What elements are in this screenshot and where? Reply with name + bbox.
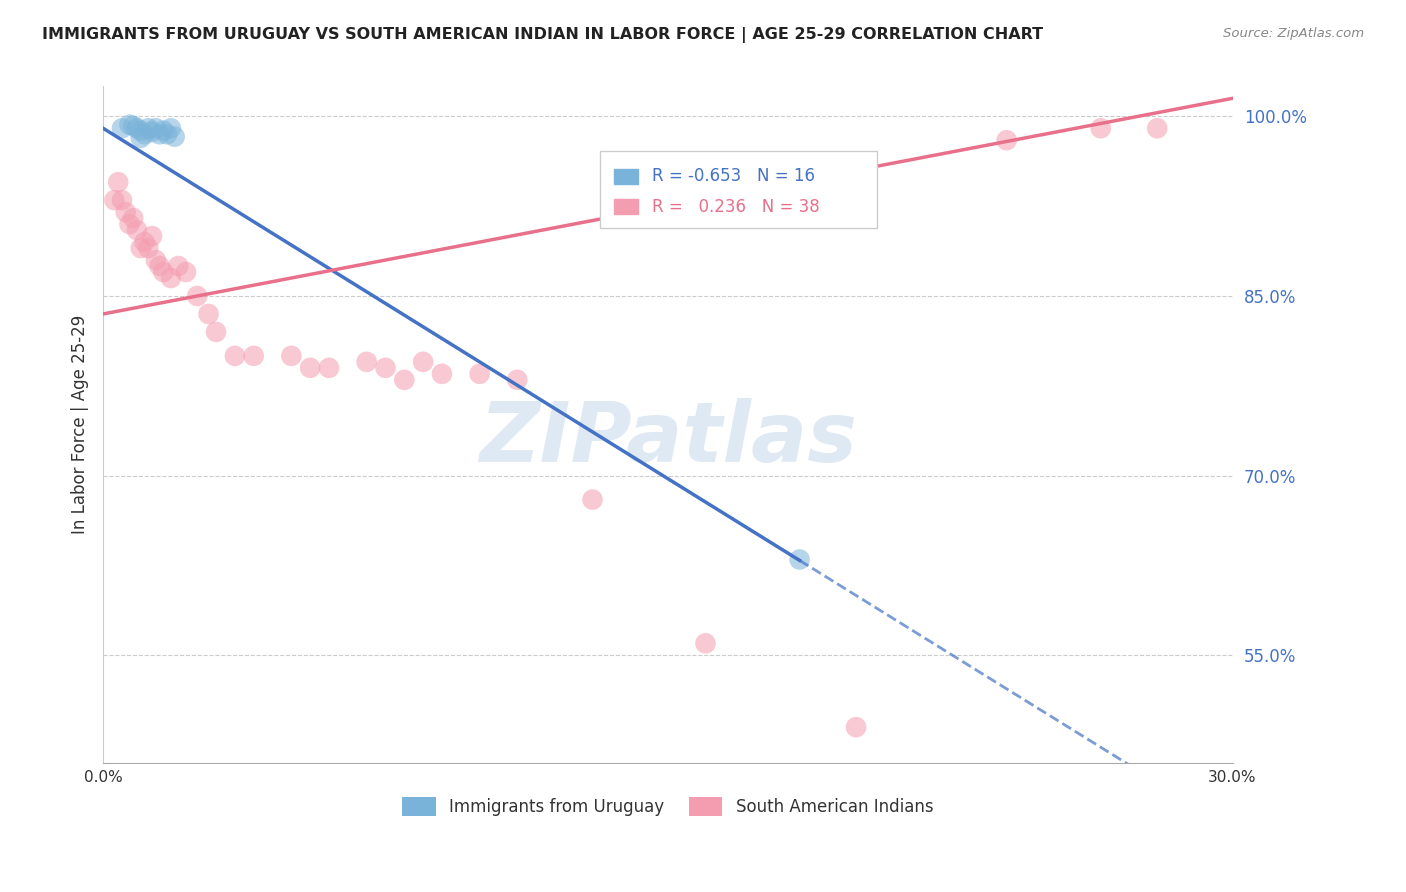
Point bbox=[129, 124, 152, 138]
Y-axis label: In Labor Force | Age 25-29: In Labor Force | Age 25-29 bbox=[72, 315, 89, 534]
Point bbox=[789, 552, 811, 566]
Point bbox=[134, 235, 156, 249]
Point bbox=[122, 211, 145, 226]
Point bbox=[163, 129, 186, 144]
Point bbox=[430, 367, 453, 381]
Point bbox=[160, 121, 183, 136]
Point bbox=[149, 259, 172, 273]
Point bbox=[141, 229, 163, 244]
FancyBboxPatch shape bbox=[600, 151, 877, 228]
Legend: Immigrants from Uruguay, South American Indians: Immigrants from Uruguay, South American … bbox=[395, 790, 941, 822]
Point bbox=[356, 355, 378, 369]
Point bbox=[134, 128, 156, 142]
Point bbox=[167, 259, 190, 273]
Point bbox=[197, 307, 219, 321]
Point bbox=[160, 271, 183, 285]
Point bbox=[242, 349, 264, 363]
Point bbox=[136, 241, 159, 255]
Point bbox=[129, 241, 152, 255]
Point bbox=[506, 373, 529, 387]
Point bbox=[374, 360, 396, 375]
Point bbox=[118, 118, 141, 132]
Point bbox=[125, 121, 148, 136]
Point bbox=[103, 193, 125, 207]
Point bbox=[129, 131, 152, 145]
Point bbox=[318, 360, 340, 375]
Bar bbox=[613, 169, 638, 184]
Point bbox=[205, 325, 228, 339]
Point bbox=[995, 133, 1018, 147]
Point bbox=[141, 125, 163, 139]
Point bbox=[149, 128, 172, 142]
Point bbox=[299, 360, 322, 375]
Text: IMMIGRANTS FROM URUGUAY VS SOUTH AMERICAN INDIAN IN LABOR FORCE | AGE 25-29 CORR: IMMIGRANTS FROM URUGUAY VS SOUTH AMERICA… bbox=[42, 27, 1043, 43]
Point bbox=[1146, 121, 1168, 136]
Point bbox=[122, 119, 145, 133]
Point bbox=[695, 636, 717, 650]
Point bbox=[118, 217, 141, 231]
Point bbox=[845, 720, 868, 734]
Text: R = -0.653   N = 16: R = -0.653 N = 16 bbox=[652, 168, 815, 186]
Point bbox=[125, 223, 148, 237]
Point bbox=[114, 205, 136, 219]
Point bbox=[394, 373, 416, 387]
Point bbox=[152, 124, 174, 138]
Text: ZIPatlas: ZIPatlas bbox=[479, 398, 856, 479]
Text: R =   0.236   N = 38: R = 0.236 N = 38 bbox=[652, 198, 820, 216]
Point bbox=[111, 121, 134, 136]
Point bbox=[156, 128, 179, 142]
Point bbox=[152, 265, 174, 279]
Point bbox=[174, 265, 197, 279]
Point bbox=[224, 349, 246, 363]
Point bbox=[145, 121, 167, 136]
Point bbox=[468, 367, 491, 381]
Point bbox=[107, 175, 129, 189]
Point bbox=[280, 349, 302, 363]
Point bbox=[412, 355, 434, 369]
Text: Source: ZipAtlas.com: Source: ZipAtlas.com bbox=[1223, 27, 1364, 40]
Point bbox=[581, 492, 603, 507]
Point bbox=[1090, 121, 1112, 136]
Bar bbox=[613, 200, 638, 214]
Point bbox=[145, 253, 167, 268]
Point bbox=[111, 193, 134, 207]
Point bbox=[186, 289, 208, 303]
Point bbox=[136, 121, 159, 136]
